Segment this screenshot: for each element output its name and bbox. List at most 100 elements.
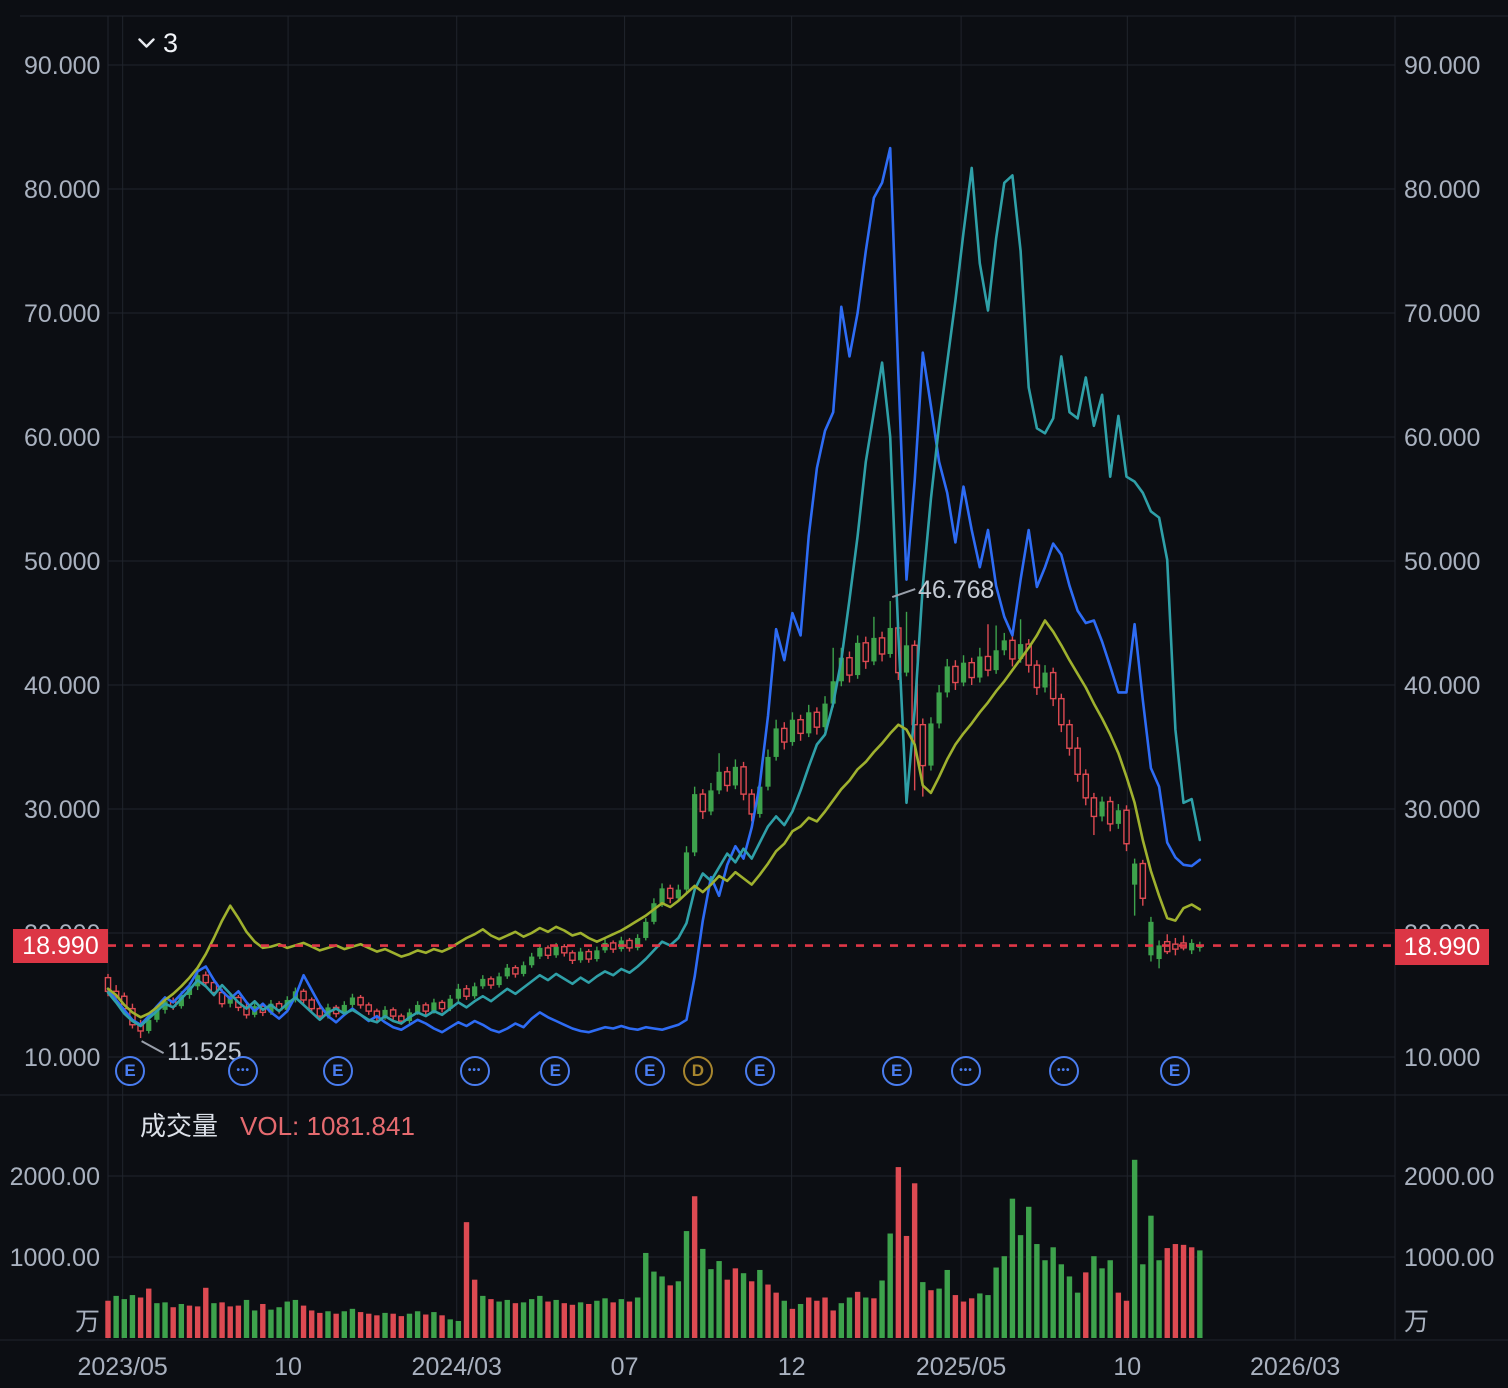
- candle-body: [146, 1019, 152, 1031]
- candle-body: [537, 947, 543, 957]
- candle-body: [1099, 801, 1105, 817]
- candle-body: [300, 990, 307, 1001]
- volume-bar: [121, 1299, 127, 1338]
- volume-bar: [512, 1303, 519, 1338]
- volume-bar: [227, 1306, 233, 1338]
- volume-bar: [1001, 1256, 1007, 1338]
- volume-bar: [1123, 1300, 1130, 1338]
- volume-bar: [463, 1222, 470, 1338]
- candle-body: [1017, 644, 1024, 659]
- candle-body: [675, 889, 681, 899]
- ellipsis-icon: •••: [236, 1065, 250, 1076]
- candle-body: [789, 719, 796, 743]
- annotation-connector: [141, 1040, 165, 1054]
- event-badge-more[interactable]: •••: [1048, 1056, 1079, 1086]
- candle-body: [813, 711, 821, 728]
- candle-body: [472, 986, 478, 997]
- price-axis-label-right: 90.000: [1404, 52, 1480, 80]
- volume-bar: [1140, 1264, 1146, 1338]
- volume-bar: [129, 1295, 136, 1338]
- volume-bar: [178, 1303, 185, 1338]
- price-axis-label-right: 30.000: [1404, 796, 1480, 824]
- volume-bar: [1050, 1247, 1056, 1338]
- volume-bar: [414, 1311, 421, 1338]
- event-badge-more[interactable]: •••: [228, 1056, 259, 1086]
- candle-body: [154, 1009, 160, 1020]
- volume-bar: [390, 1313, 396, 1338]
- candle-body: [740, 766, 747, 795]
- event-badge-earnings[interactable]: E: [744, 1056, 775, 1086]
- candle-body: [773, 728, 779, 757]
- candle-body: [878, 637, 886, 655]
- volume-bar: [194, 1306, 201, 1338]
- volume-bar: [618, 1299, 625, 1338]
- candle-body: [903, 645, 910, 673]
- current-price-badge-right: 18.990: [1395, 929, 1489, 965]
- event-badge-earnings[interactable]: E: [881, 1056, 912, 1086]
- volume-bar: [268, 1309, 274, 1338]
- candle-body: [960, 662, 967, 683]
- event-badge-earnings[interactable]: E: [114, 1056, 145, 1086]
- volume-bar: [276, 1307, 282, 1338]
- volume-bar: [1107, 1260, 1113, 1338]
- candle-body: [928, 723, 934, 766]
- volume-unit-right: 万: [1404, 1308, 1429, 1336]
- price-axis-label-left: 80.000: [24, 176, 100, 204]
- volume-bar: [431, 1312, 437, 1338]
- volume-bar: [186, 1305, 193, 1338]
- candle-body: [496, 976, 502, 986]
- volume-bar: [1017, 1235, 1024, 1338]
- candle-body: [389, 1009, 397, 1017]
- event-badge-earnings[interactable]: E: [634, 1056, 665, 1086]
- candle-body: [626, 939, 633, 949]
- ellipsis-icon: •••: [959, 1065, 973, 1076]
- volume-bar: [455, 1320, 462, 1338]
- candle-body: [757, 786, 763, 814]
- price-axis-label-right: 80.000: [1404, 176, 1480, 204]
- event-badge-more[interactable]: •••: [950, 1056, 981, 1086]
- volume-bar: [846, 1297, 853, 1338]
- event-badge-more[interactable]: •••: [459, 1056, 490, 1086]
- time-axis-label: 10: [1113, 1353, 1141, 1381]
- volume-bar: [528, 1299, 535, 1338]
- volume-bar: [724, 1279, 730, 1338]
- candle-body: [504, 967, 510, 977]
- event-badge-earnings[interactable]: E: [1159, 1056, 1190, 1086]
- volume-bar: [488, 1299, 494, 1338]
- volume-bar: [765, 1284, 771, 1338]
- volume-bar: [700, 1248, 706, 1338]
- event-badge-dividend[interactable]: D: [682, 1056, 713, 1086]
- volume-bar: [920, 1282, 926, 1338]
- candle-body: [692, 794, 698, 853]
- volume-pane-title: 成交量: [140, 1111, 219, 1141]
- volume-bar: [374, 1315, 380, 1338]
- candle-body: [512, 967, 519, 975]
- volume-bar: [1164, 1248, 1170, 1338]
- volume-bar: [357, 1312, 364, 1338]
- volume-bar: [292, 1299, 299, 1338]
- time-axis-label: 2023/05: [77, 1353, 167, 1381]
- candle-body: [748, 793, 755, 815]
- candle-body: [968, 661, 975, 679]
- volume-bar: [691, 1196, 698, 1338]
- price-axis-label-right: 60.000: [1404, 424, 1480, 452]
- candle-body: [1132, 863, 1138, 885]
- price-axis-label-left: 50.000: [24, 548, 100, 576]
- event-badge-earnings[interactable]: E: [322, 1056, 353, 1086]
- volume-bar: [602, 1298, 608, 1338]
- volume-bar: [626, 1301, 633, 1338]
- volume-bar: [1009, 1198, 1016, 1338]
- volume-bar: [1115, 1292, 1122, 1338]
- indicator-collapse-toggle[interactable]: 3: [138, 28, 178, 59]
- candle-body: [723, 771, 731, 787]
- volume-bar: [806, 1297, 812, 1338]
- volume-bar: [952, 1295, 959, 1338]
- price-axis-label-right: 50.000: [1404, 548, 1480, 576]
- volume-bar: [1197, 1250, 1203, 1338]
- candle-body: [944, 666, 950, 693]
- volume-bar: [814, 1300, 820, 1338]
- event-badge-earnings[interactable]: E: [540, 1056, 571, 1086]
- volume-bar: [1058, 1264, 1065, 1338]
- volume-bar: [1042, 1260, 1048, 1338]
